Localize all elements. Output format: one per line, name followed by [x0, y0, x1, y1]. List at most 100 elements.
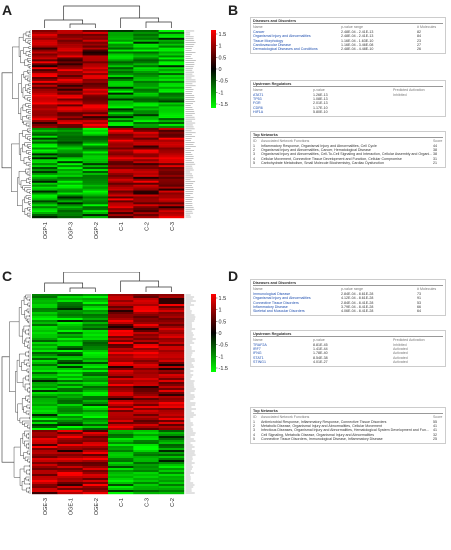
disease-name[interactable]: Inflammatory Disease: [253, 305, 288, 310]
heatmap-cell: [82, 342, 109, 345]
heatmap-cell: [158, 338, 185, 341]
network-function[interactable]: Connective Tissue Disorders, Immunologic…: [261, 437, 383, 442]
heatmap-cell: [32, 412, 58, 415]
heatmap-cell: [57, 151, 83, 154]
disease-count: 84: [417, 34, 421, 39]
heatmap-cell: [82, 178, 109, 181]
disease-name[interactable]: Organismal Injury and Abnormalities: [253, 34, 311, 39]
heatmap-cell: [32, 308, 58, 311]
disease-name[interactable]: Immunological Disease: [253, 291, 291, 296]
legend-tick-label: 0: [219, 67, 222, 73]
heatmap-cell: [158, 430, 185, 433]
heatmap-cell: [133, 478, 159, 481]
heatmap-cell: [82, 378, 109, 381]
heatmap-cell: [82, 388, 109, 391]
disease-name[interactable]: Dermatological Diseases and Conditions: [253, 47, 318, 52]
heatmap-cell: [133, 360, 159, 363]
regulator-name[interactable]: STING1: [253, 360, 266, 365]
network-score: 31: [433, 156, 437, 161]
dendrogram-branch: [28, 358, 31, 362]
regulator-name[interactable]: HIF1A: [253, 110, 264, 115]
heatmap-cell: [57, 332, 83, 335]
column-label: C-1: [119, 222, 125, 231]
heatmap-cell: [108, 96, 134, 99]
heatmap-cell: [32, 486, 58, 489]
column-label: C-2: [145, 222, 151, 231]
heatmap-cell: [32, 102, 58, 105]
regulator-name[interactable]: FGR: [253, 101, 261, 106]
heatmap-cell: [108, 402, 134, 405]
heatmap-cell: [32, 100, 58, 103]
disease-name[interactable]: Cardiovascular Disease: [253, 43, 291, 48]
heatmap-cell: [108, 304, 134, 307]
heatmap-cell: [158, 492, 185, 495]
dendrogram-branch: [26, 368, 31, 373]
regulator-p: 1.17E-10: [313, 105, 328, 110]
heatmap-cell: [82, 59, 109, 62]
heatmap-cell: [133, 480, 159, 483]
heatmap-cell: [108, 190, 134, 193]
dendrogram-branch: [120, 280, 160, 292]
heatmap-cell: [133, 350, 159, 353]
disease-name[interactable]: Skeletal and Muscular Disorders: [253, 309, 305, 314]
disease-name[interactable]: Cancer: [253, 29, 265, 34]
heatmap-cell: [32, 39, 58, 42]
heatmap-cell: [158, 328, 185, 331]
heatmap-cell: [57, 426, 83, 429]
regulator-name[interactable]: STAT1: [253, 355, 264, 360]
dendrogram-branch: [1, 356, 15, 463]
network-function[interactable]: Carbohydrate Metabolism, Small Molecule …: [261, 161, 384, 166]
heatmap-cell: [108, 35, 134, 39]
heatmap-cell: [32, 444, 58, 447]
heatmap-cell: [108, 39, 134, 42]
heatmap-cell: [32, 186, 58, 189]
heatmap-cell: [57, 352, 83, 355]
disease-count: 27: [417, 43, 421, 48]
network-id: 1: [253, 143, 255, 148]
heatmap-cell: [133, 348, 159, 351]
regulator-name[interactable]: ATAT1: [253, 92, 264, 97]
heatmap-cell: [133, 78, 159, 82]
heatmap-cell: [133, 57, 159, 60]
dendrogram-branch: [25, 168, 29, 174]
dendrogram-branch: [27, 458, 31, 463]
heatmap-cell: [57, 143, 83, 146]
regulator-name[interactable]: IFNG: [253, 351, 262, 356]
heatmap-cell: [158, 408, 185, 411]
heatmap-cell: [32, 33, 58, 37]
disease-name[interactable]: Organismal Injury and Abnormalities: [253, 296, 311, 301]
heatmap-cell: [32, 63, 58, 66]
regulator-name[interactable]: TP53: [253, 97, 262, 102]
heatmap-cell: [32, 482, 58, 485]
dendrogram-branch: [24, 440, 31, 447]
heatmap-cell: [82, 88, 109, 91]
dendrogram-branch: [29, 460, 31, 464]
heatmap-cell: [82, 133, 109, 136]
regulator-row: IRF7 1.41E-44 Activated: [253, 347, 443, 351]
panel-label-d: D: [228, 268, 239, 284]
regulators-title: Upstream Regulators: [253, 332, 443, 338]
heatmap-cell: [158, 478, 185, 481]
heatmap-cell: [57, 488, 83, 491]
regulator-name[interactable]: CDR6: [253, 105, 263, 110]
column-label: OGP-2: [94, 222, 100, 239]
heatmap-cell: [158, 196, 185, 199]
regulator-name[interactable]: TRAF2A: [253, 342, 267, 347]
regulator-name[interactable]: IRF7: [253, 347, 261, 352]
heatmap-cell: [32, 98, 58, 101]
heatmap-cell: [158, 462, 185, 465]
heatmap-cell: [108, 57, 134, 60]
heatmap-cell: [57, 122, 83, 125]
networks-box: Top Networks ID Associated Network Funct…: [250, 130, 446, 168]
heatmap-cell: [108, 149, 134, 152]
disease-name[interactable]: Connective Tissue Disorders: [253, 300, 299, 305]
heatmap-cell: [57, 430, 83, 433]
column-label: C-2: [170, 498, 176, 507]
heatmap-cell: [32, 408, 58, 411]
color-legend: 1.510.50-0.5-1-1.5: [211, 294, 228, 372]
column-label: OGE-3: [43, 498, 49, 515]
network-row: 1 Antimicrobial Response, Inflammatory Re…: [253, 420, 443, 424]
dendrogram-branch: [44, 282, 84, 292]
heatmap-cell: [133, 124, 159, 127]
disease-name[interactable]: Tissue Morphology: [253, 38, 284, 43]
